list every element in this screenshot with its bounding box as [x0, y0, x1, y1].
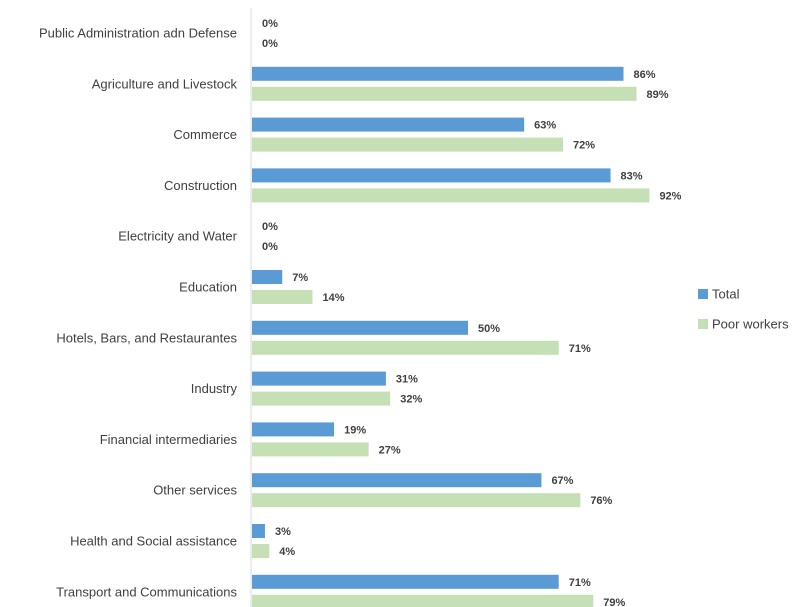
category-tick-label: Financial intermediaries — [100, 432, 238, 447]
data-label: 7% — [292, 272, 308, 284]
bar-poor-workers — [252, 493, 581, 508]
data-label: 83% — [621, 170, 643, 182]
bar-total — [252, 473, 542, 488]
category-tick-label: Transport and Communications — [56, 584, 237, 599]
data-label: 0% — [262, 18, 278, 30]
data-label: 71% — [569, 577, 591, 589]
legend-entry-label: Poor workers — [712, 317, 789, 332]
category-tick-label: Commerce — [173, 127, 237, 142]
bar-total — [252, 524, 265, 538]
data-label: 14% — [322, 292, 344, 304]
bar-total — [252, 117, 525, 132]
bar-poor-workers — [252, 137, 564, 152]
data-label: 19% — [344, 424, 366, 436]
bar-poor-workers — [252, 594, 594, 607]
bar-poor-workers — [252, 290, 313, 304]
bar-total — [252, 270, 283, 284]
category-tick-label: Agriculture and Livestock — [92, 76, 238, 91]
data-label: 63% — [534, 120, 556, 132]
data-label: 79% — [603, 597, 625, 607]
category-tick-label: Other services — [153, 483, 237, 498]
bar-total — [252, 168, 611, 183]
data-label: 86% — [634, 69, 656, 81]
legend-swatch — [698, 319, 708, 329]
bar-total — [252, 66, 624, 81]
bar-poor-workers — [252, 86, 637, 101]
data-label: 0% — [262, 221, 278, 233]
category-tick-label: Construction — [164, 178, 237, 193]
bar-total — [252, 320, 468, 335]
data-label: 89% — [646, 89, 668, 101]
data-label: 92% — [659, 190, 681, 202]
legend-entry-label: Total — [712, 287, 740, 302]
legend: Total Poor workers — [698, 287, 789, 332]
data-label: 71% — [569, 343, 591, 355]
data-label: 4% — [279, 546, 295, 558]
labels-layer: Public Administration adn Defense 0% 0% Agr… — [39, 18, 682, 607]
data-label: 32% — [400, 394, 422, 406]
bar-total — [252, 371, 386, 386]
legend-swatch — [698, 289, 708, 299]
data-label: 31% — [396, 374, 418, 386]
bar-poor-workers — [252, 544, 270, 558]
category-tick-label: Public Administration adn Defense — [39, 26, 237, 41]
bar-poor-workers — [252, 340, 559, 355]
data-label: 72% — [573, 140, 595, 152]
category-tick-label: Industry — [191, 381, 238, 396]
category-tick-label: Education — [179, 280, 237, 295]
data-label: 0% — [262, 38, 278, 50]
bar-poor-workers — [252, 442, 369, 457]
data-label: 67% — [551, 475, 573, 487]
category-tick-label: Electricity and Water — [118, 229, 237, 244]
data-label: 0% — [262, 241, 278, 253]
category-tick-label: Health and Social assistance — [70, 534, 237, 549]
category-tick-label: Hotels, Bars, and Restaurantes — [56, 330, 237, 345]
bar-total — [252, 574, 559, 589]
data-label: 27% — [379, 444, 401, 456]
bars-layer — [252, 66, 650, 607]
data-label: 3% — [275, 526, 291, 538]
bar-poor-workers — [252, 391, 391, 406]
data-label: 76% — [590, 495, 612, 507]
bar-total — [252, 422, 335, 437]
data-label: 50% — [478, 323, 500, 335]
bar-poor-workers — [252, 188, 650, 203]
